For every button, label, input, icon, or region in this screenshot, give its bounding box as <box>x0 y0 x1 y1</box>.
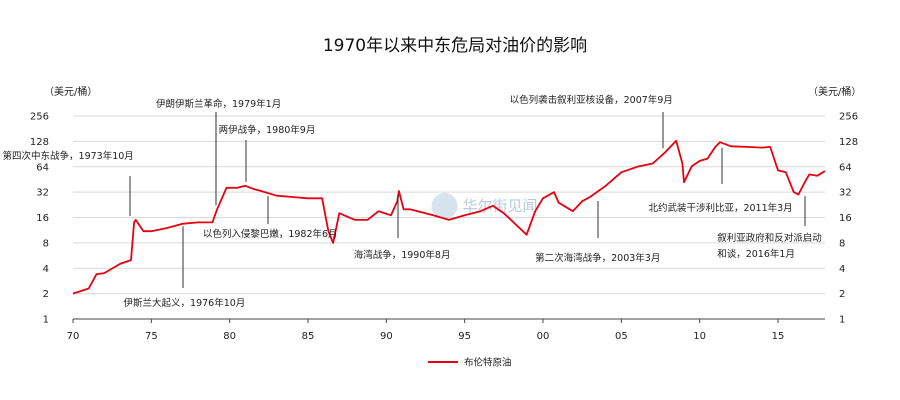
y-tick-label-left: 4 <box>43 264 49 275</box>
annotation-label: 伊斯兰大起义，1976年10月 <box>124 297 246 309</box>
legend-label: 布伦特原油 <box>464 357 512 369</box>
x-tick-label: 10 <box>693 331 706 342</box>
y-tick-label-right: 16 <box>839 213 852 224</box>
y-tick-label-left: 1 <box>43 315 49 326</box>
y-tick-label-right: 64 <box>839 162 852 173</box>
y-tick-label-right: 1 <box>839 315 845 326</box>
annotation-label: 第四次中东战争，1973年10月 <box>3 150 134 162</box>
y-tick-label-right: 128 <box>839 137 858 148</box>
watermark-logo-icon <box>431 192 458 219</box>
annotation-label: 北约武装干涉利比亚，2011年3月 <box>648 202 792 214</box>
y-tick-label-right: 8 <box>839 238 845 249</box>
y-tick-label-left: 128 <box>30 137 49 148</box>
annotation-label: 和谈，2016年1月 <box>717 248 795 260</box>
y-tick-label-left: 2 <box>43 289 49 300</box>
annotation-label: 两伊战争，1980年9月 <box>219 124 316 136</box>
y-tick-label-left: 64 <box>36 162 49 173</box>
x-tick-label: 75 <box>145 331 158 342</box>
x-tick-label: 15 <box>772 331 785 342</box>
left-axis-unit: （美元/桶） <box>44 85 97 98</box>
watermark: 华尔街见闻 <box>431 192 538 219</box>
y-tick-label-left: 256 <box>30 112 49 123</box>
annotation-label: 叙利亚政府和反对派启动 <box>717 232 822 244</box>
y-tick-label-right: 4 <box>839 264 845 275</box>
x-tick-label: 85 <box>302 331 315 342</box>
chart-title: 1970年以来中东危局对油价的影响 <box>323 36 587 56</box>
series-line-brent <box>72 139 826 295</box>
annotation-label: 伊朗伊斯兰革命，1979年1月 <box>156 98 281 110</box>
y-tick-label-right: 2 <box>839 289 845 300</box>
x-tick-label: 70 <box>67 331 80 342</box>
axes: 1 1 2 2 4 4 8 8 16 16 32 32 64 64 128 128 256 256 70 75 80 85… <box>30 112 858 343</box>
annotation-label: 第二次海湾战争，2003年3月 <box>535 252 660 264</box>
y-tick-label-left: 8 <box>43 238 49 249</box>
y-tick-label-left: 32 <box>36 188 49 199</box>
annotation-label: 以色列袭击叙利亚核设备，2007年9月 <box>510 94 673 106</box>
annotation-label: 海湾战争，1990年8月 <box>354 249 451 261</box>
x-tick-label: 05 <box>615 331 628 342</box>
annotation-label: 以色列入侵黎巴嫩，1982年6月 <box>203 228 338 240</box>
x-tick-label: 90 <box>380 331 393 342</box>
series-layer <box>72 139 826 295</box>
x-tick-label: 80 <box>223 331 236 342</box>
y-tick-label-left: 16 <box>36 213 49 224</box>
x-tick-label: 95 <box>458 331 471 342</box>
y-tick-label-right: 32 <box>839 188 852 199</box>
x-tick-label: 00 <box>537 331 550 342</box>
legend: 布伦特原油 <box>428 357 512 369</box>
right-axis-unit: （美元/桶） <box>808 85 861 98</box>
y-tick-label-right: 256 <box>839 112 858 123</box>
